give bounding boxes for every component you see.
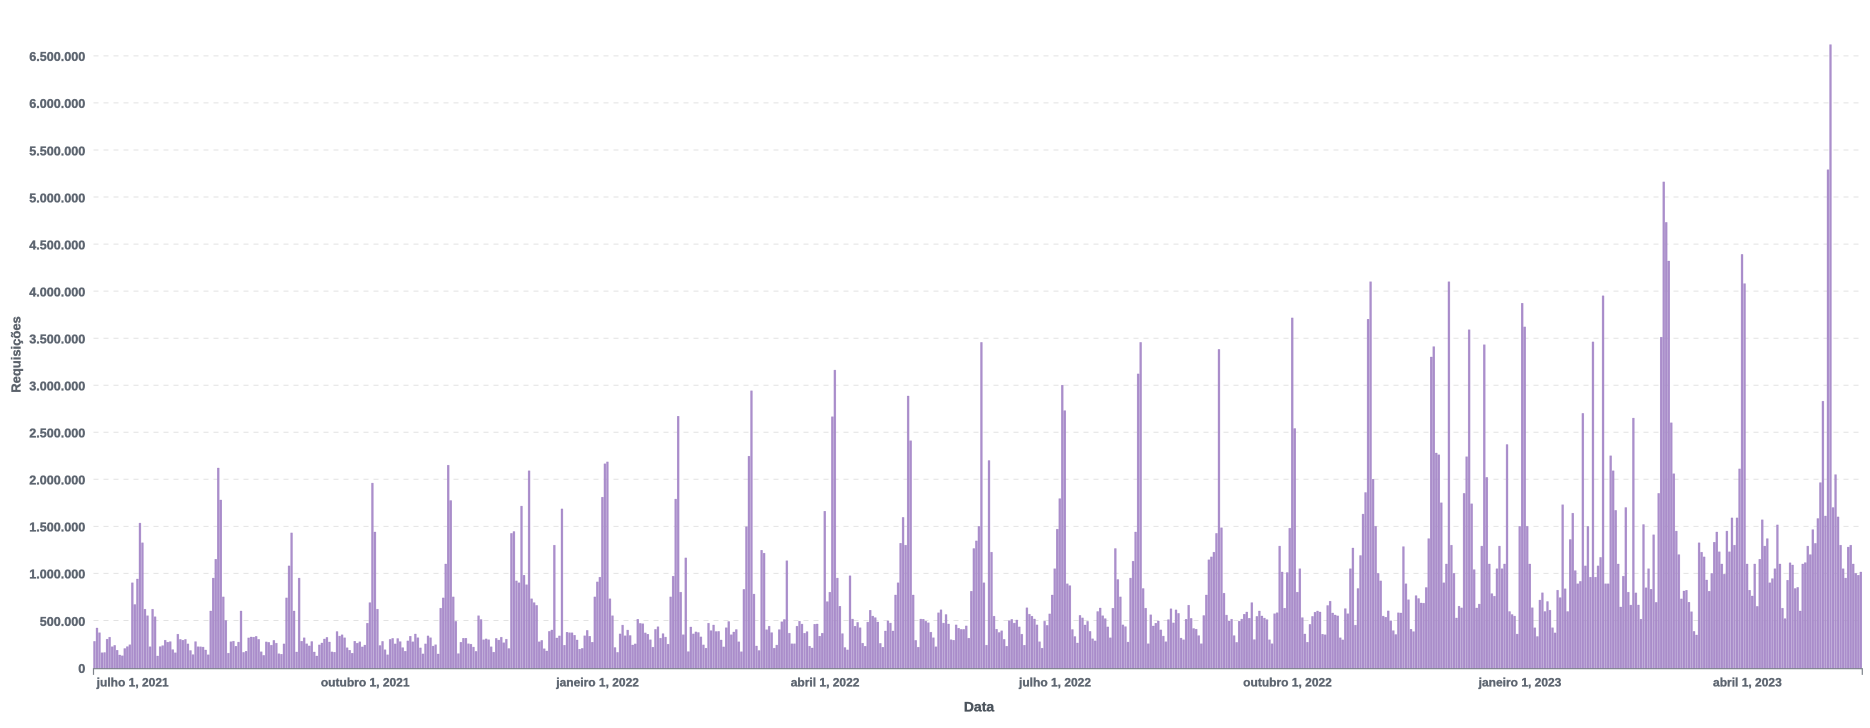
svg-text:4.000.000: 4.000.000 (29, 285, 85, 299)
svg-text:500.000: 500.000 (40, 615, 86, 629)
svg-text:outubro 1, 2022: outubro 1, 2022 (1243, 675, 1332, 689)
svg-text:Data: Data (964, 699, 995, 715)
svg-text:2.000.000: 2.000.000 (29, 474, 85, 488)
svg-text:janeiro 1, 2023: janeiro 1, 2023 (1478, 675, 1562, 689)
svg-text:outubro 1, 2021: outubro 1, 2021 (321, 675, 410, 689)
svg-text:0: 0 (78, 662, 85, 676)
svg-text:5.500.000: 5.500.000 (29, 144, 85, 158)
svg-text:abril 1, 2022: abril 1, 2022 (791, 675, 860, 689)
svg-text:julho 1, 2022: julho 1, 2022 (1018, 675, 1091, 689)
svg-text:4.500.000: 4.500.000 (29, 238, 85, 252)
svg-text:6.000.000: 6.000.000 (29, 97, 85, 111)
svg-text:3.500.000: 3.500.000 (29, 333, 85, 347)
svg-text:1.500.000: 1.500.000 (29, 521, 85, 535)
svg-text:Requisições: Requisições (9, 316, 24, 393)
svg-text:2.500.000: 2.500.000 (29, 427, 85, 441)
svg-text:6.500.000: 6.500.000 (29, 50, 85, 64)
svg-text:abril 1, 2023: abril 1, 2023 (1713, 675, 1782, 689)
svg-text:3.000.000: 3.000.000 (29, 380, 85, 394)
svg-text:5.000.000: 5.000.000 (29, 191, 85, 205)
svg-text:1.000.000: 1.000.000 (29, 568, 85, 582)
svg-text:janeiro 1, 2022: janeiro 1, 2022 (555, 675, 639, 689)
svg-text:julho 1, 2021: julho 1, 2021 (96, 675, 169, 689)
